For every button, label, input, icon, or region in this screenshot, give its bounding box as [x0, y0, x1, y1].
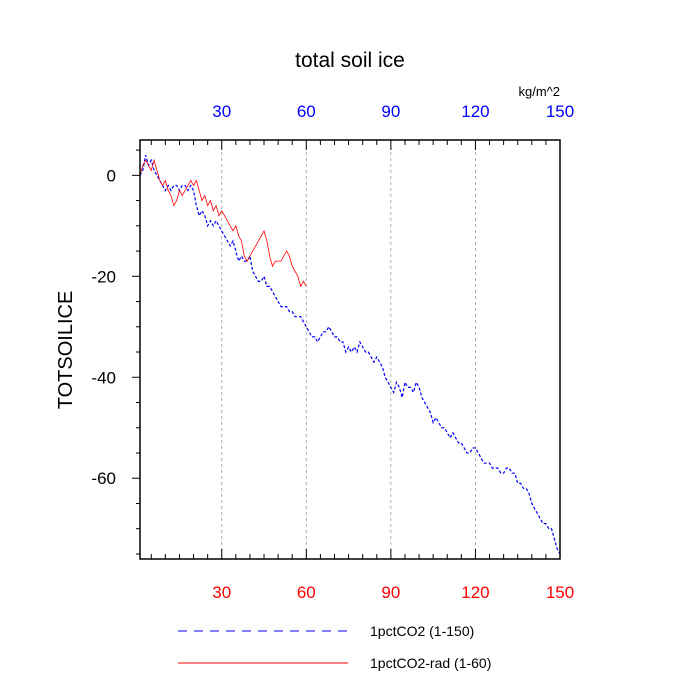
tick-labels: 30 30 60 60 90 90 120 120 150 150 0 -20 -40 -60	[91, 102, 574, 602]
x-tick-label-bottom-0: 30	[212, 583, 231, 602]
units-label: kg/m^2	[518, 84, 560, 99]
grid-lines	[221, 140, 476, 559]
x-tick-label-top-1: 60	[297, 102, 316, 121]
x-tick-label-bottom-4: 150	[546, 583, 574, 602]
legend-label-0: 1pctCO2 (1-150)	[370, 623, 474, 639]
x-tick-label-top-0: 30	[212, 102, 231, 121]
series-line-0	[139, 154, 561, 555]
axis-ticks	[132, 140, 547, 559]
y-axis-label: TOTSOILICE	[55, 291, 77, 410]
plot-frame	[139, 139, 561, 560]
series-line-1	[139, 158, 307, 288]
legend: 1pctCO2 (1-150) 1pctCO2-rad (1-60)	[178, 623, 491, 671]
chart-title: total soil ice	[295, 49, 405, 72]
x-tick-label-bottom-3: 120	[461, 583, 489, 602]
x-tick-label-bottom-2: 90	[381, 583, 400, 602]
x-tick-label-bottom-1: 60	[297, 583, 316, 602]
y-tick-label-1: -20	[91, 267, 116, 286]
series-group	[139, 154, 561, 555]
y-tick-label-2: -40	[91, 368, 116, 387]
y-tick-label-3: -60	[91, 469, 116, 488]
x-tick-label-top-3: 120	[461, 102, 489, 121]
x-tick-label-top-2: 90	[381, 102, 400, 121]
x-tick-label-top-4: 150	[546, 102, 574, 121]
legend-label-1: 1pctCO2-rad (1-60)	[370, 655, 491, 671]
y-tick-label-0: 0	[107, 166, 116, 185]
